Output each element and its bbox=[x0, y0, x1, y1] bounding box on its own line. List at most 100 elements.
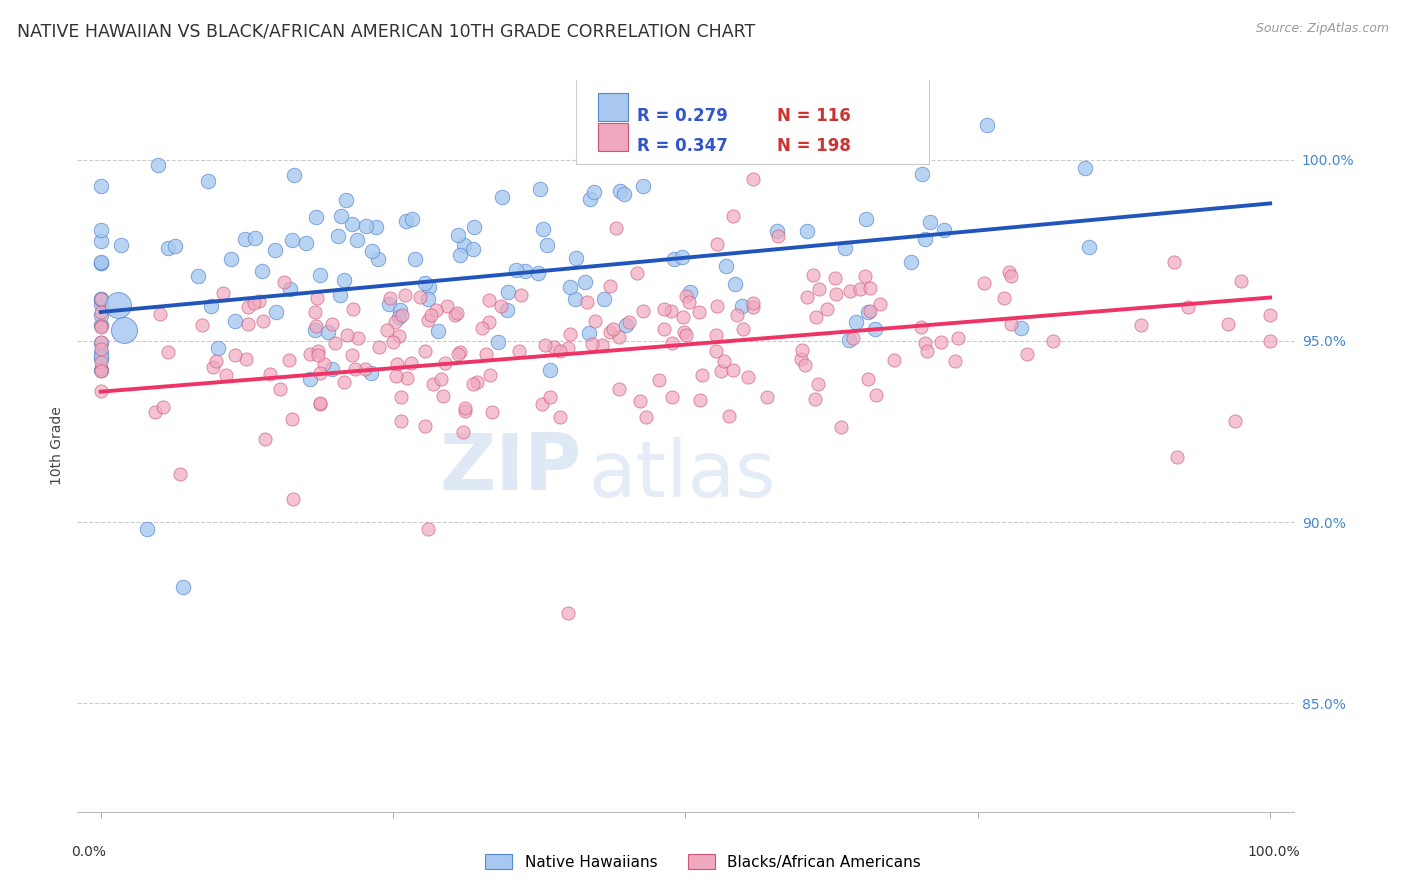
Point bbox=[583, 185, 606, 199]
Point bbox=[333, 376, 356, 390]
Point bbox=[252, 314, 274, 328]
Point bbox=[564, 292, 586, 306]
Point bbox=[804, 392, 827, 407]
Point bbox=[804, 310, 827, 324]
Point bbox=[631, 179, 654, 194]
Point bbox=[165, 238, 187, 252]
Point bbox=[706, 237, 728, 252]
Point bbox=[633, 304, 655, 318]
Point bbox=[304, 305, 326, 319]
Point bbox=[463, 220, 485, 235]
Point bbox=[416, 313, 439, 327]
Point bbox=[609, 184, 631, 198]
Point bbox=[207, 341, 229, 355]
Point bbox=[557, 606, 579, 620]
Point bbox=[283, 168, 305, 182]
Point bbox=[264, 305, 287, 319]
Point bbox=[934, 223, 956, 237]
Point bbox=[224, 314, 246, 328]
Point bbox=[741, 172, 763, 186]
Point bbox=[530, 397, 553, 411]
Point bbox=[834, 241, 856, 255]
Point bbox=[481, 405, 503, 419]
Point bbox=[526, 266, 548, 280]
Point bbox=[659, 304, 682, 318]
Point bbox=[741, 295, 763, 310]
Point bbox=[579, 192, 602, 206]
Point bbox=[346, 233, 368, 247]
Point bbox=[309, 397, 332, 411]
Point bbox=[263, 243, 285, 257]
Point bbox=[529, 182, 551, 196]
Point bbox=[323, 336, 346, 351]
Point bbox=[859, 280, 882, 294]
Point bbox=[90, 351, 112, 365]
Point bbox=[309, 396, 332, 410]
Point bbox=[354, 219, 377, 234]
Point bbox=[855, 212, 877, 227]
Point bbox=[238, 318, 260, 332]
Point bbox=[321, 361, 343, 376]
Point bbox=[662, 252, 685, 266]
Point bbox=[1042, 334, 1064, 348]
Point bbox=[305, 318, 328, 333]
Point bbox=[90, 305, 112, 319]
Text: N = 198: N = 198 bbox=[776, 137, 851, 155]
Point bbox=[385, 358, 408, 372]
Point bbox=[675, 328, 697, 343]
Point bbox=[399, 355, 422, 369]
Point bbox=[599, 279, 621, 293]
Point bbox=[298, 372, 321, 386]
Point bbox=[90, 335, 112, 350]
Point bbox=[413, 418, 436, 433]
Point bbox=[560, 280, 582, 294]
Point bbox=[259, 367, 281, 381]
Point bbox=[90, 256, 112, 270]
Point bbox=[508, 343, 530, 358]
Y-axis label: 10th Grade: 10th Grade bbox=[51, 407, 65, 485]
Point bbox=[90, 350, 112, 364]
Point bbox=[915, 343, 938, 358]
Point bbox=[90, 334, 112, 349]
Point bbox=[808, 282, 831, 296]
Point bbox=[883, 353, 905, 368]
Point bbox=[724, 277, 747, 291]
Point bbox=[461, 376, 484, 391]
Point bbox=[385, 368, 408, 383]
Point bbox=[335, 194, 357, 208]
Point bbox=[205, 354, 228, 368]
Point bbox=[281, 411, 304, 425]
Point bbox=[471, 321, 494, 335]
Point bbox=[607, 382, 630, 396]
Point bbox=[475, 347, 498, 361]
Point bbox=[825, 287, 848, 301]
Point bbox=[340, 217, 363, 231]
Legend: Native Hawaiians, Blacks/African Americans: Native Hawaiians, Blacks/African America… bbox=[477, 846, 929, 877]
Point bbox=[446, 306, 468, 320]
Point bbox=[90, 355, 112, 369]
Point bbox=[269, 382, 291, 396]
Point bbox=[790, 351, 813, 366]
Point bbox=[186, 269, 208, 284]
Point bbox=[201, 360, 224, 375]
Point bbox=[731, 322, 754, 336]
Point bbox=[626, 267, 648, 281]
Point bbox=[281, 491, 304, 506]
Point bbox=[652, 301, 675, 316]
Point bbox=[321, 317, 343, 331]
Point bbox=[704, 327, 727, 342]
Point bbox=[90, 296, 112, 310]
Point bbox=[536, 238, 558, 252]
Point bbox=[602, 322, 624, 336]
Point bbox=[378, 297, 401, 311]
Point bbox=[801, 268, 824, 283]
Point bbox=[718, 409, 741, 423]
Point bbox=[478, 293, 501, 307]
Point bbox=[112, 323, 135, 337]
Point bbox=[599, 326, 621, 340]
Point bbox=[449, 247, 471, 261]
Point bbox=[1218, 317, 1240, 331]
Text: ZIP: ZIP bbox=[440, 430, 582, 506]
Point bbox=[299, 347, 322, 361]
Point bbox=[420, 308, 443, 322]
